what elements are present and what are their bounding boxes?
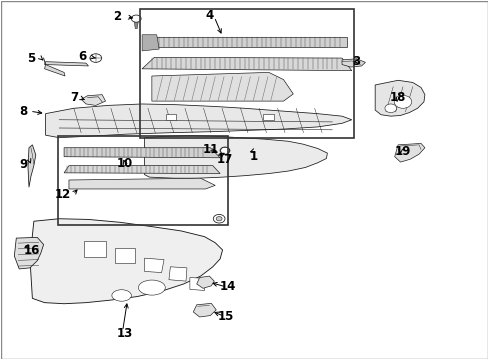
Polygon shape [144, 135, 327, 178]
Polygon shape [69, 178, 215, 189]
Text: 16: 16 [24, 244, 41, 257]
Polygon shape [28, 145, 36, 187]
Polygon shape [341, 59, 365, 67]
Text: 10: 10 [117, 157, 133, 170]
Text: 12: 12 [55, 188, 71, 201]
Circle shape [213, 215, 224, 223]
Text: 15: 15 [217, 310, 234, 324]
Ellipse shape [112, 290, 131, 301]
Polygon shape [81, 95, 105, 105]
Polygon shape [64, 166, 220, 174]
Text: 11: 11 [203, 143, 219, 156]
Text: 6: 6 [78, 50, 86, 63]
Polygon shape [44, 62, 88, 66]
Bar [140, 9, 353, 138]
Polygon shape [14, 237, 43, 269]
Polygon shape [142, 57, 351, 71]
Text: 17: 17 [216, 153, 232, 166]
Polygon shape [115, 248, 135, 263]
Circle shape [393, 95, 411, 108]
Polygon shape [196, 276, 214, 288]
Polygon shape [168, 267, 186, 281]
Polygon shape [64, 148, 220, 158]
Circle shape [220, 147, 229, 154]
Polygon shape [134, 22, 138, 29]
Text: 3: 3 [351, 55, 359, 68]
Bar [263, 114, 273, 121]
Bar [58, 136, 227, 225]
Text: 2: 2 [113, 10, 122, 23]
Text: 18: 18 [389, 91, 406, 104]
Text: 19: 19 [394, 145, 410, 158]
Polygon shape [394, 143, 424, 162]
Polygon shape [152, 72, 293, 101]
Ellipse shape [138, 280, 165, 295]
Text: 7: 7 [70, 91, 79, 104]
Text: 14: 14 [220, 280, 236, 293]
Text: 8: 8 [19, 105, 27, 118]
Polygon shape [44, 64, 65, 76]
Polygon shape [83, 241, 105, 257]
Polygon shape [30, 219, 222, 304]
Circle shape [216, 217, 222, 221]
Polygon shape [147, 37, 346, 47]
Text: 5: 5 [27, 51, 36, 64]
Bar [165, 114, 176, 121]
Polygon shape [374, 80, 424, 116]
Text: 13: 13 [117, 327, 133, 340]
Text: 1: 1 [249, 149, 257, 162]
Polygon shape [193, 303, 216, 317]
Text: 4: 4 [205, 9, 213, 22]
Circle shape [90, 54, 102, 62]
Circle shape [384, 104, 396, 113]
Polygon shape [144, 258, 163, 273]
Polygon shape [142, 35, 159, 51]
Polygon shape [189, 278, 204, 291]
Circle shape [131, 15, 141, 22]
Text: 9: 9 [19, 158, 27, 171]
Polygon shape [45, 104, 351, 138]
